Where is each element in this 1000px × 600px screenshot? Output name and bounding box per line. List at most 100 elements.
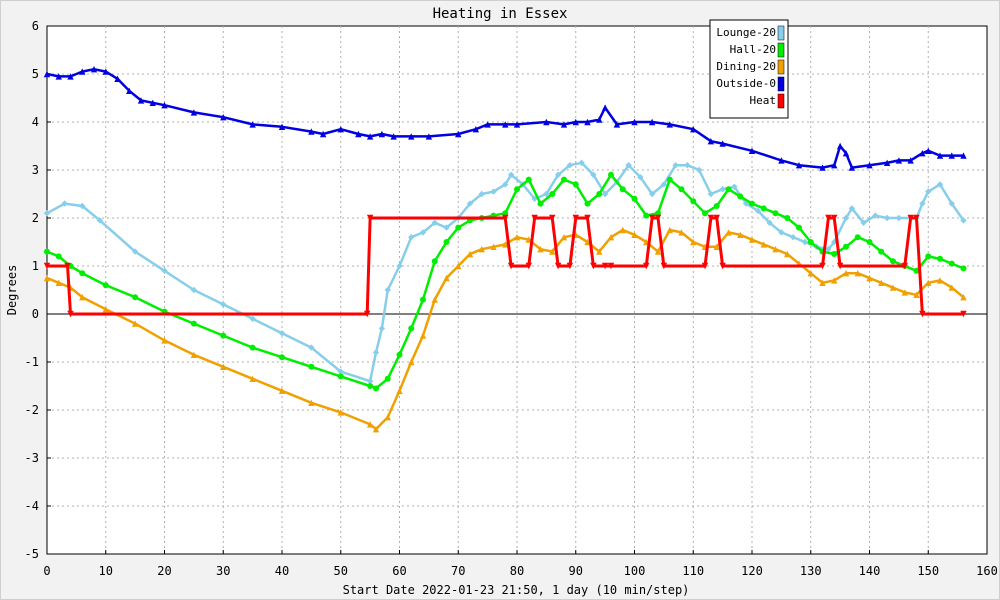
- data-point: [455, 224, 462, 231]
- data-point: [913, 214, 920, 222]
- data-point: [707, 190, 715, 198]
- data-point: [778, 157, 785, 164]
- data-point: [337, 126, 344, 133]
- legend-label: Outside-0: [716, 77, 776, 90]
- data-point: [919, 310, 926, 318]
- y-tick-label: 6: [32, 19, 39, 33]
- data-point: [707, 138, 715, 145]
- data-point: [79, 202, 86, 210]
- data-point: [655, 210, 661, 217]
- data-point: [308, 363, 315, 370]
- data-point: [643, 212, 650, 219]
- data-point: [502, 214, 509, 222]
- data-point: [572, 181, 579, 188]
- legend-swatch: [777, 42, 785, 58]
- data-point: [854, 270, 861, 277]
- data-point: [43, 210, 51, 217]
- data-point: [842, 214, 850, 222]
- data-point: [648, 118, 656, 126]
- data-point: [948, 200, 955, 207]
- data-point: [384, 375, 391, 382]
- data-point: [713, 243, 720, 250]
- data-point: [872, 212, 879, 219]
- data-point: [737, 193, 744, 200]
- x-tick-label: 0: [43, 564, 50, 578]
- x-tick-label: 110: [682, 564, 704, 578]
- data-point: [789, 234, 797, 241]
- x-tick-label: 60: [392, 564, 406, 578]
- data-point: [378, 130, 386, 138]
- data-point: [478, 190, 485, 198]
- data-point: [895, 157, 903, 164]
- data-point: [472, 126, 480, 133]
- data-point: [549, 248, 556, 255]
- data-point: [948, 260, 955, 267]
- data-point: [419, 229, 427, 236]
- data-point: [883, 214, 891, 222]
- data-point: [919, 200, 926, 207]
- data-point: [396, 262, 403, 270]
- data-point: [319, 130, 327, 138]
- y-tick-label: -5: [25, 547, 39, 561]
- data-point: [554, 262, 562, 270]
- data-point: [566, 162, 574, 169]
- data-point: [925, 188, 932, 195]
- data-point: [390, 133, 397, 140]
- legend-swatch: [777, 76, 785, 92]
- legend-box: [709, 19, 789, 119]
- data-point: [408, 325, 415, 332]
- data-point: [907, 157, 914, 164]
- data-point: [308, 128, 315, 135]
- data-point: [102, 306, 109, 313]
- series-outside-0: [43, 66, 967, 171]
- data-point: [67, 310, 74, 318]
- legend-label: Lounge-20: [716, 26, 776, 39]
- data-point: [631, 195, 638, 202]
- data-point: [79, 270, 86, 277]
- data-point: [537, 246, 544, 253]
- data-point: [431, 219, 438, 226]
- x-tick-label: 160: [976, 564, 998, 578]
- data-point: [784, 250, 791, 258]
- data-point: [373, 385, 379, 392]
- y-tick-label: 1: [32, 259, 39, 273]
- data-point: [161, 267, 168, 274]
- data-point: [507, 262, 515, 270]
- x-tick-label: 70: [451, 564, 465, 578]
- data-point: [749, 200, 755, 207]
- data-point: [760, 241, 767, 248]
- data-point: [725, 229, 732, 236]
- x-tick-label: 50: [334, 564, 348, 578]
- legend-swatch: [777, 25, 785, 41]
- plot-area: [46, 25, 988, 555]
- data-point: [890, 258, 896, 265]
- data-point: [149, 99, 156, 106]
- data-point: [131, 320, 139, 327]
- x-tick-label: 80: [510, 564, 524, 578]
- data-point: [502, 121, 509, 128]
- data-point: [55, 279, 62, 286]
- data-point: [137, 97, 145, 104]
- data-point: [601, 262, 609, 270]
- data-point: [366, 214, 374, 222]
- data-point: [513, 121, 521, 128]
- y-tick-label: -1: [25, 355, 39, 369]
- y-tick-label: -3: [25, 451, 39, 465]
- data-point: [866, 274, 873, 282]
- data-point: [549, 214, 556, 222]
- data-point: [836, 142, 844, 150]
- data-point: [372, 426, 380, 433]
- y-tick-label: 4: [32, 115, 39, 129]
- data-point: [613, 121, 621, 128]
- data-point: [960, 152, 967, 159]
- data-point: [801, 238, 809, 246]
- data-point: [507, 171, 515, 178]
- data-point: [79, 294, 86, 301]
- y-tick-label: 3: [32, 163, 39, 177]
- data-point: [842, 270, 850, 277]
- data-point: [843, 243, 849, 250]
- data-point: [490, 243, 497, 250]
- data-point: [366, 421, 374, 428]
- x-tick-label: 100: [624, 564, 646, 578]
